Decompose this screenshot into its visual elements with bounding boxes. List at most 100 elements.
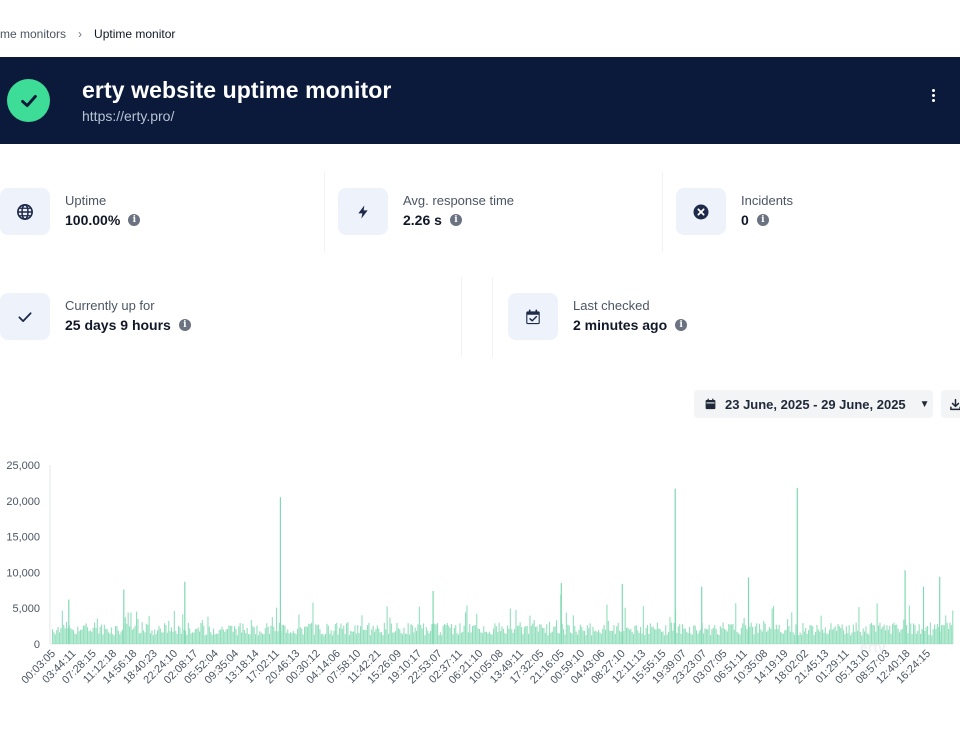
last-checked-card: Last checked 2 minutes ago i (492, 277, 960, 357)
info-icon[interactable]: i (756, 214, 769, 226)
data-bar (295, 634, 297, 644)
info-icon[interactable]: i (675, 319, 688, 331)
data-bar (248, 634, 250, 644)
data-bar (211, 634, 213, 644)
info-icon[interactable]: i (449, 214, 462, 226)
data-bar (637, 630, 639, 644)
data-bar (236, 635, 238, 644)
data-bar (533, 620, 535, 644)
response-time-chart: 25,000 20,000 15,000 10,000 5,000 0 00:03:05 03… (0, 440, 960, 730)
data-bar (610, 630, 612, 644)
data-bar (708, 624, 710, 644)
data-bar (354, 625, 356, 644)
data-bar (361, 615, 363, 644)
data-bar (710, 635, 712, 644)
data-bar (838, 626, 840, 644)
data-bar (528, 633, 530, 644)
data-bar (614, 633, 616, 644)
breadcrumb: time monitors › Uptime monitor (0, 27, 175, 41)
data-bar (414, 627, 416, 644)
incidents-icon-box (676, 188, 726, 235)
data-bar (789, 631, 791, 644)
data-bar (410, 624, 412, 644)
data-bar (521, 627, 523, 644)
data-bar (227, 629, 229, 644)
data-bar (731, 624, 733, 644)
data-bar (817, 629, 819, 644)
date-range-picker[interactable]: 23 June, 2025 - 29 June, 2025 ▼ (694, 390, 933, 418)
data-bar (728, 624, 730, 644)
data-bar (291, 633, 293, 644)
data-bar (612, 630, 614, 644)
data-bar (750, 622, 752, 644)
data-bar (635, 625, 637, 644)
data-bar (106, 629, 108, 644)
data-bar (792, 632, 794, 644)
download-button[interactable] (941, 390, 960, 418)
data-bar (565, 612, 567, 644)
data-bar (763, 621, 765, 644)
data-bar (299, 627, 301, 644)
data-bar (899, 632, 901, 644)
data-bar (672, 630, 674, 644)
page-title: erty website uptime monitor (82, 77, 392, 103)
data-bar (712, 627, 714, 644)
data-bar (943, 625, 945, 644)
info-icon[interactable]: i (128, 214, 141, 226)
data-bar (593, 631, 595, 644)
breadcrumb-parent-link[interactable]: time monitors (0, 27, 67, 41)
data-bar (518, 625, 520, 644)
data-bar (850, 635, 852, 644)
data-bar (624, 607, 626, 644)
data-bar (339, 627, 341, 644)
data-bar (704, 628, 706, 644)
spike-bar (674, 488, 676, 644)
data-bar (784, 630, 786, 644)
spike-bar (560, 583, 562, 644)
data-bar (130, 612, 132, 644)
data-bar (633, 633, 635, 644)
data-bar (588, 628, 590, 644)
data-bar (350, 631, 352, 644)
uptime-icon-box (0, 188, 50, 235)
data-bar (752, 627, 754, 644)
data-bar (848, 625, 850, 644)
data-bar (530, 625, 532, 644)
data-bar (539, 624, 541, 644)
data-bar (760, 629, 762, 644)
data-bar (270, 625, 272, 644)
data-bar (486, 631, 488, 644)
data-bar (134, 625, 136, 644)
checkmark-icon (20, 94, 37, 107)
monitor-url[interactable]: https://erty.pro/ (82, 108, 175, 124)
data-bar (176, 633, 178, 644)
data-bar (543, 628, 545, 644)
data-bar (204, 635, 206, 644)
data-bar (312, 602, 314, 644)
data-bar (353, 631, 355, 644)
data-bar (305, 626, 307, 644)
data-bar (234, 626, 236, 644)
data-bar (883, 624, 885, 644)
data-bar (616, 626, 618, 644)
data-bar (488, 631, 490, 644)
data-bar (80, 629, 82, 644)
data-bar (824, 627, 826, 644)
data-bar (375, 629, 377, 644)
data-bar (294, 633, 296, 644)
data-bar (124, 617, 126, 644)
data-bar (551, 631, 553, 644)
more-options-icon[interactable] (924, 85, 942, 105)
data-bar (449, 627, 451, 644)
info-icon[interactable]: i (178, 319, 191, 331)
data-bar (323, 635, 325, 644)
data-bar (500, 631, 502, 644)
breadcrumb-current: Uptime monitor (94, 27, 176, 41)
data-bar (722, 622, 724, 644)
data-bar (320, 634, 322, 644)
data-bar (907, 633, 909, 644)
data-bar (309, 624, 311, 644)
data-bar (549, 622, 551, 644)
data-bar (878, 625, 880, 644)
data-bar (647, 624, 649, 644)
